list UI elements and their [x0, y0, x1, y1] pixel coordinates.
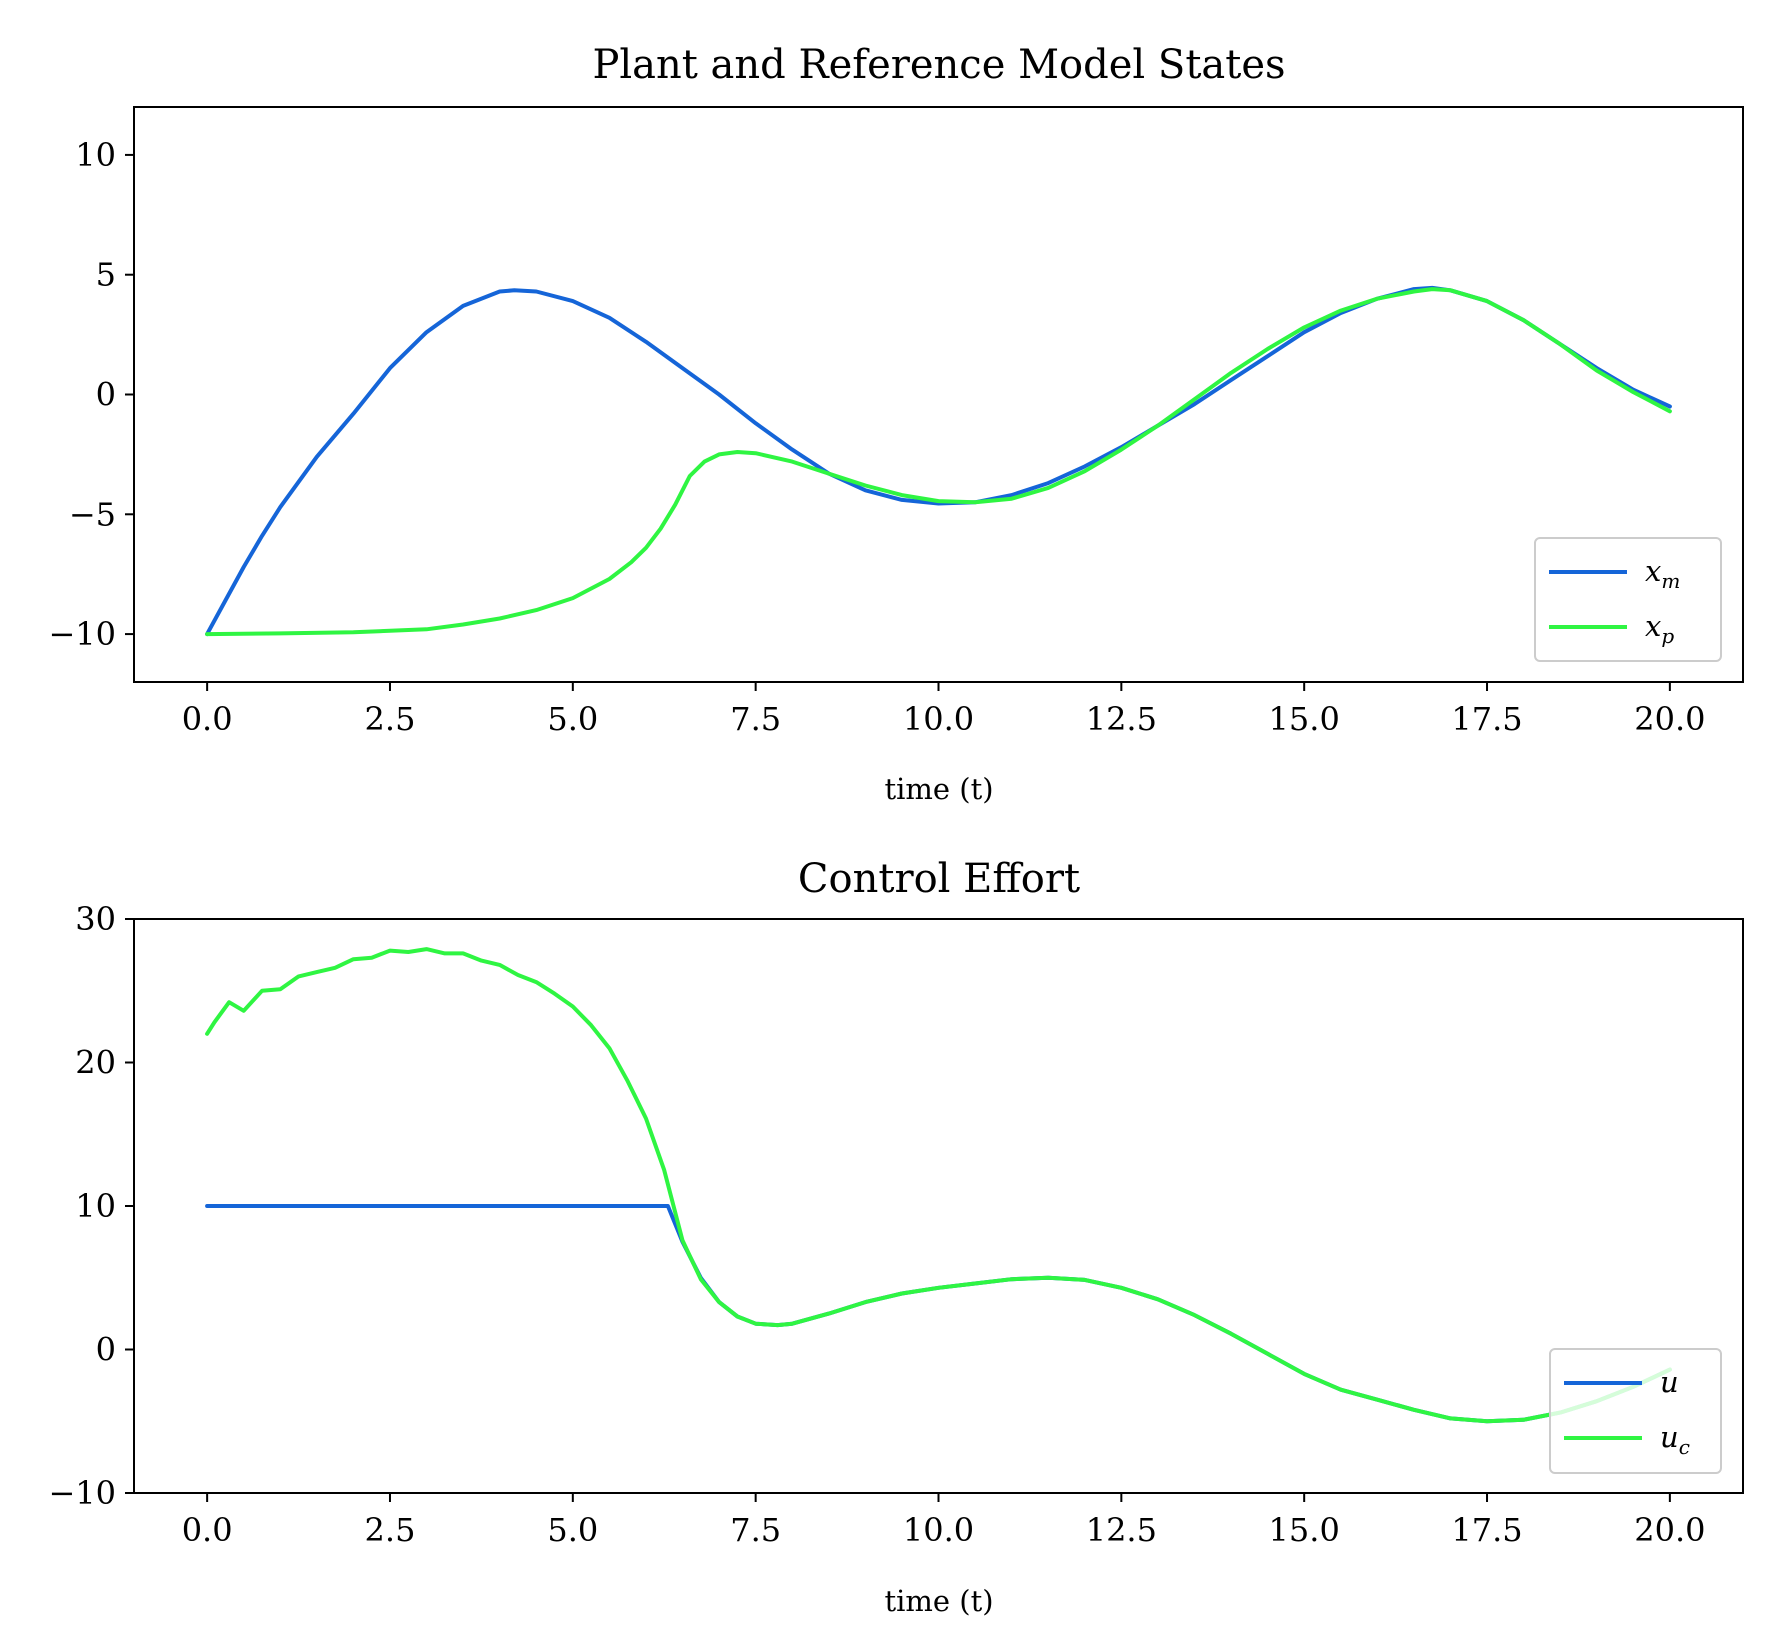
states-x-tick-label: 20.0 [1634, 700, 1705, 738]
control-legend-label-u-c: uc [1660, 1420, 1690, 1459]
control-y-tick-label: 10 [75, 1187, 116, 1225]
states-y-tick-label: 5 [96, 256, 116, 294]
control-x-axis-label: time (t) [884, 1584, 993, 1618]
control-series-u [205, 1204, 1672, 1424]
control-x-tick-label: 7.5 [730, 1511, 781, 1549]
states-legend: xm xp [1534, 537, 1722, 662]
control-chart: Control Effort 0.0 2.5 5.0 7.5 10.0 12.5 15.0 1… [48, 856, 1744, 1618]
states-x-tick-label: 10.0 [903, 700, 974, 738]
control-x-tick-label: 17.5 [1451, 1511, 1522, 1549]
states-y-tick-label: −5 [69, 495, 116, 533]
states-chart-title: Plant and Reference Model States [592, 42, 1285, 88]
control-x-tick-label: 12.5 [1086, 1511, 1157, 1549]
control-y-tick-label: 0 [96, 1331, 116, 1369]
states-series-x-m [205, 285, 1672, 637]
control-y-ticks: −10 0 10 20 30 [48, 900, 134, 1512]
control-y-tick-label: −10 [48, 1474, 116, 1512]
control-x-tick-label: 5.0 [547, 1511, 598, 1549]
states-y-tick-label: −10 [48, 615, 116, 653]
states-x-axis-label: time (t) [884, 772, 993, 806]
states-legend-label-x-m: xm [1645, 554, 1680, 593]
states-legend-label-x-p: xp [1645, 609, 1674, 648]
control-plot-area [205, 947, 1672, 1424]
control-legend: u uc [1549, 1348, 1722, 1474]
states-legend-box [1534, 537, 1722, 662]
control-y-tick-label: 20 [75, 1044, 116, 1082]
states-x-tick-label: 2.5 [365, 700, 416, 738]
states-axes-frame [133, 106, 1744, 683]
states-x-tick-label: 7.5 [730, 700, 781, 738]
states-x-tick-label: 12.5 [1086, 700, 1157, 738]
states-x-tick-label: 0.0 [182, 700, 233, 738]
control-x-tick-label: 15.0 [1269, 1511, 1340, 1549]
states-plot-area [205, 285, 1672, 637]
control-x-tick-label: 2.5 [365, 1511, 416, 1549]
states-y-tick-label: 0 [96, 376, 116, 414]
states-series-x-p [205, 287, 1672, 637]
control-legend-box [1549, 1348, 1722, 1474]
states-chart: Plant and Reference Model States 0.0 2.5 5… [48, 42, 1744, 806]
states-x-ticks: 0.0 2.5 5.0 7.5 10.0 12.5 15.0 17.5 20.0 [182, 682, 1705, 738]
control-legend-label-u: u [1660, 1365, 1679, 1399]
states-y-ticks: −10 −5 0 5 10 [48, 136, 134, 653]
control-x-ticks: 0.0 2.5 5.0 7.5 10.0 12.5 15.0 17.5 20.0 [182, 1493, 1705, 1549]
states-x-tick-label: 15.0 [1269, 700, 1340, 738]
control-x-tick-label: 10.0 [903, 1511, 974, 1549]
control-y-tick-label: 30 [75, 900, 116, 938]
control-x-tick-label: 0.0 [182, 1511, 233, 1549]
states-x-tick-label: 17.5 [1451, 700, 1522, 738]
control-chart-title: Control Effort [798, 856, 1080, 902]
states-x-tick-label: 5.0 [547, 700, 598, 738]
states-y-tick-label: 10 [75, 136, 116, 174]
control-x-tick-label: 20.0 [1634, 1511, 1705, 1549]
control-series-u-c [205, 947, 1672, 1424]
